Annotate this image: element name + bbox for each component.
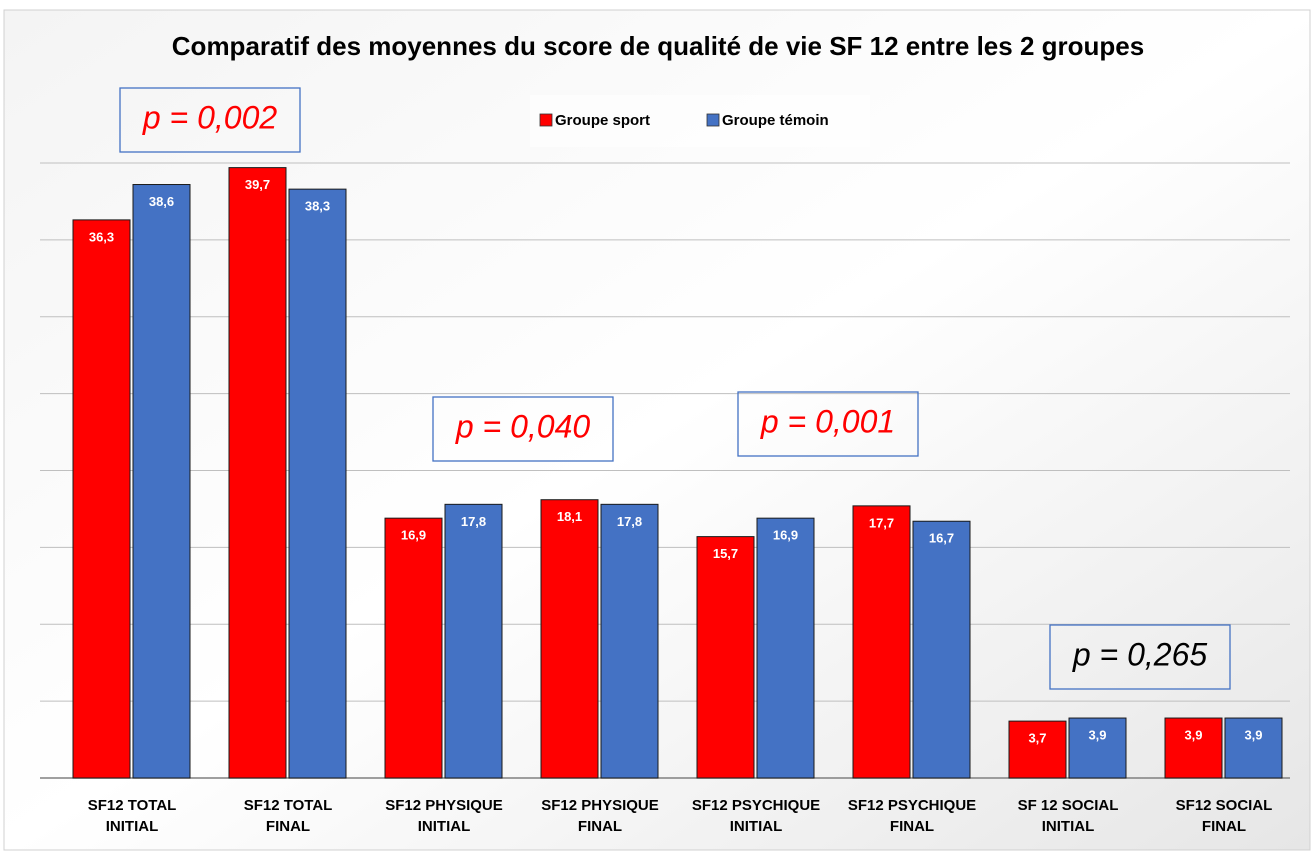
annotation: p = 0,040 xyxy=(455,408,591,444)
annotation-box xyxy=(737,391,919,457)
bar xyxy=(1224,717,1283,779)
bar xyxy=(540,499,599,779)
data-label: 3,9 xyxy=(1244,727,1262,742)
legend-label: Groupe sport xyxy=(555,112,650,129)
x-tick-label: SF12 TOTAL FINAL xyxy=(243,797,333,835)
bar xyxy=(384,517,443,779)
data-label: 39,7 xyxy=(245,177,270,192)
data-label: 16,9 xyxy=(401,528,426,543)
data-label: 15,7 xyxy=(713,546,738,561)
data-label: 16,7 xyxy=(929,531,954,546)
annotation: p = 0,002 xyxy=(142,99,278,135)
data-label: 36,3 xyxy=(89,229,114,244)
x-tick-label: SF12 PHYSIQUE INITIAL xyxy=(385,797,503,835)
x-tick-label: SF 12 SOCIAL INITIAL xyxy=(1017,797,1119,835)
bar xyxy=(288,188,347,779)
annotation: p = 0,265 xyxy=(1072,636,1208,672)
bar xyxy=(1164,717,1223,779)
bar xyxy=(132,184,191,779)
bar xyxy=(444,503,503,779)
chart-title: Comparatif des moyennes du score de qual… xyxy=(172,31,1144,61)
x-tick-label: SF12 PSYCHIQUE INITIAL xyxy=(691,797,821,835)
bar xyxy=(852,505,911,779)
bar xyxy=(1008,720,1067,779)
annotation-box xyxy=(1049,624,1231,690)
data-label: 16,9 xyxy=(773,528,798,543)
x-tick-label: SF12 TOTAL INITIAL xyxy=(87,797,177,835)
bar xyxy=(1068,717,1127,779)
data-label: 17,8 xyxy=(617,514,642,529)
data-label: 38,3 xyxy=(305,199,330,214)
legend-swatch xyxy=(539,113,553,127)
bar xyxy=(912,520,971,779)
bar xyxy=(600,503,659,779)
data-label: 18,1 xyxy=(557,509,582,524)
bar xyxy=(696,536,755,779)
legend-swatch xyxy=(706,113,720,127)
annotation-box xyxy=(119,87,301,153)
annotation-box xyxy=(432,396,614,462)
annotation: p = 0,001 xyxy=(760,403,895,439)
x-tick-label: SF12 PSYCHIQUE FINAL xyxy=(847,797,977,835)
data-label: 3,9 xyxy=(1088,727,1106,742)
x-tick-label: SF12 SOCIAL FINAL xyxy=(1175,797,1273,835)
legend-box xyxy=(530,95,870,147)
bar xyxy=(72,219,131,779)
data-label: 38,6 xyxy=(149,194,174,209)
legend-label: Groupe témoin xyxy=(722,112,829,129)
bar xyxy=(756,517,815,779)
x-tick-label: SF12 PHYSIQUE FINAL xyxy=(541,797,659,835)
data-label: 17,8 xyxy=(461,514,486,529)
data-label: 3,7 xyxy=(1028,731,1046,746)
bar xyxy=(228,167,287,779)
data-label: 17,7 xyxy=(869,515,894,530)
data-label: 3,9 xyxy=(1184,727,1202,742)
